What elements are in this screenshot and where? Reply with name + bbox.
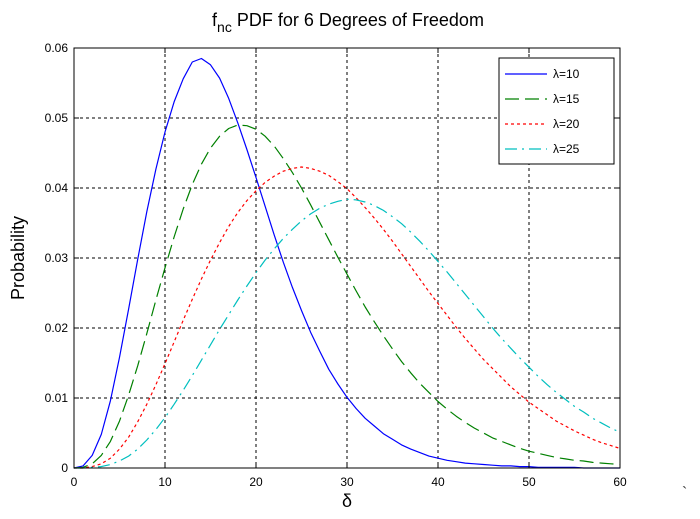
x-axis-label: δ — [342, 491, 352, 511]
series-line-2 — [73, 124, 621, 469]
x-tick-label: 60 — [613, 475, 627, 489]
y-tick-label: 0.06 — [45, 41, 69, 55]
y-tick-label: 0.03 — [45, 251, 69, 265]
y-axis-label: Probability — [8, 216, 28, 300]
x-tick-label: 20 — [249, 475, 263, 489]
chart-title-subscript: nc — [217, 19, 232, 35]
x-tick-label: 0 — [71, 475, 78, 489]
chart-title-rest: PDF for 6 Degrees of Freedom — [232, 10, 484, 30]
legend: λ=10 λ=15 λ=20 λ=25 — [498, 57, 615, 165]
ticks — [73, 47, 621, 469]
x-tick-label: 40 — [431, 475, 445, 489]
y-tick-label: 0.04 — [45, 181, 69, 195]
series-line-4 — [74, 198, 621, 469]
legend-label-1: λ=10 — [553, 67, 580, 81]
chart-title-prefix: f — [212, 10, 218, 30]
y-tick-label: 0.01 — [45, 391, 69, 405]
y-tick-label: 0 — [61, 461, 68, 475]
y-tick-label: 0.05 — [45, 111, 69, 125]
stray-mark: ` — [682, 485, 688, 502]
x-tick-label: 50 — [522, 475, 536, 489]
x-tick-label: 30 — [340, 475, 354, 489]
legend-label-2: λ=15 — [553, 92, 580, 106]
legend-box — [498, 57, 615, 165]
legend-label-4: λ=25 — [553, 142, 580, 156]
chart-title: fnc PDF for 6 Degrees of Freedom — [212, 10, 484, 35]
legend-label-3: λ=20 — [553, 117, 580, 131]
y-tick-label: 0.02 — [45, 321, 69, 335]
x-tick-labels: 0 10 20 30 40 50 60 — [71, 475, 627, 489]
y-tick-labels: 0 0.01 0.02 0.03 0.04 0.05 0.06 — [45, 41, 69, 475]
x-tick-label: 10 — [158, 475, 172, 489]
legend-entries: λ=10 λ=15 λ=20 λ=25 — [505, 67, 580, 156]
